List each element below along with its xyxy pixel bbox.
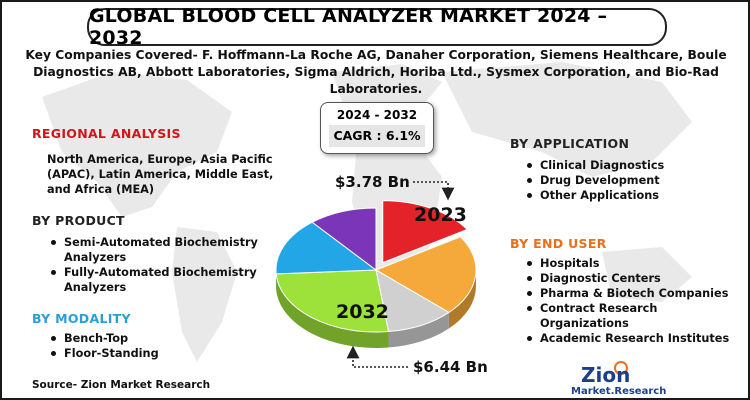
product-list: Semi-Automated Biochemistry Analyzers Fu… — [47, 235, 267, 295]
list-item: Diagnostic Centers — [523, 271, 745, 286]
pie-slice-side — [276, 273, 389, 348]
slice-label-2023: 2023 — [414, 204, 467, 226]
pie-slice-2 — [374, 236, 477, 314]
pie-slice-5 — [275, 221, 378, 275]
pie-slice-6 — [311, 207, 377, 271]
end-user-list: Hospitals Diagnostic Centers Pharma & Bi… — [523, 256, 745, 346]
application-list: Clinical Diagnostics Drug Development Ot… — [523, 158, 733, 203]
pie-slice-1 — [382, 200, 469, 264]
logo-globe-icon — [614, 361, 628, 375]
modality-heading: BY MODALITY — [32, 311, 131, 326]
application-heading: BY APPLICATION — [510, 136, 630, 151]
list-item: Academic Research Institutes — [523, 331, 745, 346]
list-item: Floor-Standing — [47, 346, 247, 361]
svg-text:Market.Research: Market.Research — [571, 386, 666, 397]
cagr-years: 2024 - 2032 — [336, 108, 418, 122]
annotation-2023-value: $3.78 Bn — [335, 173, 410, 191]
list-item: Bench-Top — [47, 331, 247, 346]
regional-text: North America, Europe, Asia Pacific (APA… — [47, 153, 274, 196]
annotation-2032-value: $6.44 Bn — [413, 358, 488, 376]
svg-text:Zion: Zion — [581, 363, 630, 387]
slice-label-2032: 2032 — [336, 301, 389, 323]
list-item: Hospitals — [523, 256, 745, 271]
annotation-2032-leader — [346, 345, 408, 368]
pie-slice-3 — [375, 269, 450, 333]
pie-slice-4 — [275, 269, 390, 333]
annotation-2023-leader — [413, 181, 455, 201]
pie-slices — [275, 200, 477, 333]
list-item: Other Applications — [523, 188, 733, 203]
source-note: Source- Zion Market Research — [32, 379, 211, 391]
list-item: Contract Research Organizations — [523, 301, 745, 331]
end-user-heading: BY END USER — [510, 236, 607, 251]
cagr-box: 2024 - 2032 CAGR : 6.1% — [320, 102, 434, 154]
regional-heading: REGIONAL ANALYSIS — [32, 126, 181, 141]
zion-logo: Zion Market.Research — [571, 361, 666, 397]
list-item: Drug Development — [523, 173, 733, 188]
list-item: Clinical Diagnostics — [523, 158, 733, 173]
key-companies: Key Companies Covered- F. Hoffmann-La Ro… — [25, 48, 727, 96]
list-item: Pharma & Biotech Companies — [523, 286, 745, 301]
pie-slice-side — [448, 270, 476, 329]
product-heading: BY PRODUCT — [32, 213, 125, 228]
list-item: Fully-Automated Biochemistry Analyzers — [47, 265, 267, 295]
list-item: Semi-Automated Biochemistry Analyzers — [47, 235, 267, 265]
modality-list: Bench-Top Floor-Standing — [47, 331, 247, 361]
page-title: GLOBAL BLOOD CELL ANALYZER MARKET 2024 –… — [87, 5, 667, 49]
cagr-value: CAGR : 6.1% — [329, 125, 425, 147]
